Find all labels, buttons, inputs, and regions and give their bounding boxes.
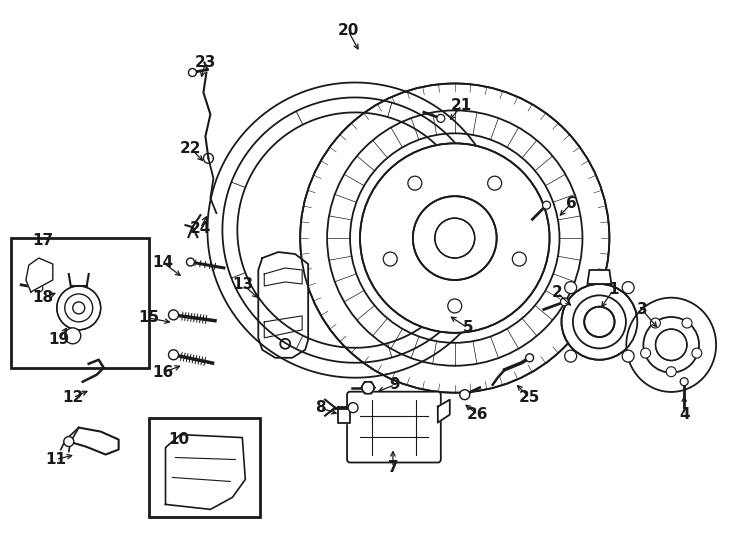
Text: 7: 7 <box>388 460 399 475</box>
Polygon shape <box>338 407 350 423</box>
Circle shape <box>413 196 497 280</box>
Circle shape <box>622 350 634 362</box>
Text: 21: 21 <box>451 98 473 113</box>
Circle shape <box>169 350 178 360</box>
Text: 12: 12 <box>62 390 84 405</box>
Text: 9: 9 <box>390 377 400 392</box>
Circle shape <box>641 348 650 358</box>
Circle shape <box>203 153 214 163</box>
Polygon shape <box>208 83 494 377</box>
Text: 4: 4 <box>679 407 689 422</box>
Circle shape <box>169 310 178 320</box>
Polygon shape <box>437 400 450 423</box>
FancyBboxPatch shape <box>347 392 441 462</box>
Circle shape <box>186 258 195 266</box>
Circle shape <box>448 299 462 313</box>
Text: 19: 19 <box>48 332 69 347</box>
Circle shape <box>692 348 702 358</box>
Text: 10: 10 <box>168 432 189 447</box>
Circle shape <box>564 282 577 294</box>
Circle shape <box>437 114 445 123</box>
Circle shape <box>348 403 358 413</box>
Circle shape <box>73 302 84 314</box>
Circle shape <box>622 282 634 294</box>
Circle shape <box>655 329 687 361</box>
Circle shape <box>666 367 676 377</box>
Polygon shape <box>258 252 308 358</box>
Polygon shape <box>26 258 53 292</box>
Circle shape <box>362 382 374 394</box>
Circle shape <box>383 252 397 266</box>
Circle shape <box>584 307 614 337</box>
Circle shape <box>650 318 661 328</box>
Circle shape <box>526 354 534 362</box>
Text: 23: 23 <box>195 55 216 70</box>
Text: 13: 13 <box>233 278 254 293</box>
Text: 16: 16 <box>152 365 173 380</box>
Polygon shape <box>166 435 245 509</box>
Circle shape <box>34 284 43 292</box>
Ellipse shape <box>626 298 716 392</box>
Circle shape <box>487 176 501 190</box>
Text: 11: 11 <box>46 452 66 467</box>
Polygon shape <box>587 270 611 284</box>
Circle shape <box>680 377 688 386</box>
Text: 26: 26 <box>467 407 488 422</box>
Text: 20: 20 <box>338 23 359 38</box>
Text: 14: 14 <box>152 254 173 269</box>
Text: 1: 1 <box>608 282 619 298</box>
Circle shape <box>512 252 526 266</box>
Polygon shape <box>361 382 375 394</box>
Circle shape <box>542 201 550 209</box>
Text: 5: 5 <box>462 320 473 335</box>
Circle shape <box>564 350 577 362</box>
Text: 24: 24 <box>190 221 211 235</box>
Circle shape <box>57 286 101 330</box>
Circle shape <box>189 69 197 77</box>
Text: 15: 15 <box>138 310 159 326</box>
Text: 17: 17 <box>32 233 54 247</box>
Text: 2: 2 <box>552 286 563 300</box>
Circle shape <box>435 218 475 258</box>
Circle shape <box>300 84 609 393</box>
Circle shape <box>65 328 81 344</box>
Circle shape <box>561 298 568 306</box>
Text: 18: 18 <box>32 291 54 306</box>
Circle shape <box>64 436 73 447</box>
Circle shape <box>562 284 637 360</box>
Text: 6: 6 <box>566 195 577 211</box>
Text: 22: 22 <box>180 141 201 156</box>
Text: 25: 25 <box>519 390 540 405</box>
Text: 3: 3 <box>637 302 647 318</box>
Circle shape <box>682 318 692 328</box>
Circle shape <box>360 143 550 333</box>
Circle shape <box>459 390 470 400</box>
Text: 8: 8 <box>315 400 325 415</box>
Circle shape <box>408 176 422 190</box>
